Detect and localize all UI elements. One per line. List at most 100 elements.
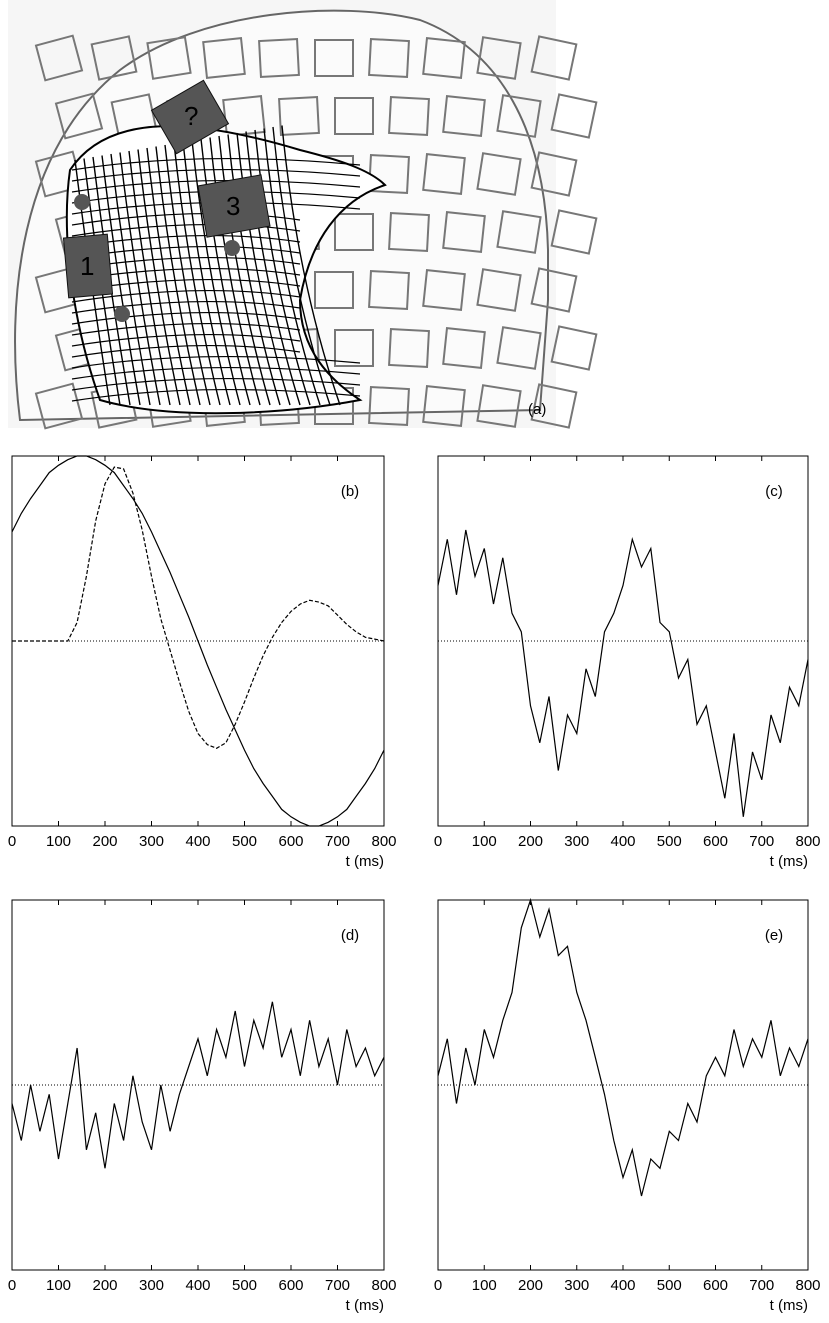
x-tick-label: 0 [434, 833, 442, 850]
mesh-line [71, 333, 301, 347]
x-tick-label: 200 [92, 1277, 117, 1294]
sensor [202, 37, 246, 79]
sensor [34, 382, 84, 430]
x-tick-label: 500 [657, 833, 682, 850]
sensor [530, 383, 578, 429]
sensor [334, 213, 374, 251]
sensor [314, 39, 354, 77]
mesh-line [71, 344, 301, 358]
mesh-line [71, 366, 361, 380]
x-tick-label: 0 [8, 833, 16, 850]
mesh-line [272, 126, 331, 406]
x-tick-label: 500 [232, 1277, 257, 1294]
x-tick-label: 600 [703, 833, 728, 850]
mesh-line [101, 155, 141, 406]
patch-label: 3 [226, 191, 240, 221]
x-tick-label: 200 [518, 833, 543, 850]
sensor [258, 37, 300, 79]
x-tick-label: 300 [564, 833, 589, 850]
dipole-patch [150, 79, 230, 155]
mesh-line [155, 146, 201, 406]
x-tick-label: 800 [371, 833, 396, 850]
x-tick-label: 600 [703, 1277, 728, 1294]
data-line [12, 466, 385, 749]
x-axis-label: t (ms) [770, 853, 808, 870]
sensor [550, 93, 598, 139]
sensor [476, 268, 522, 312]
dipole-patch [62, 233, 114, 299]
sensor [388, 327, 430, 369]
sensor [550, 209, 598, 255]
sensor [476, 384, 522, 428]
sensor [334, 97, 374, 135]
sensor [530, 151, 578, 197]
mesh-line [245, 131, 301, 406]
mesh-line [71, 355, 361, 369]
mesh-line [164, 144, 211, 406]
x-tick-label: 100 [46, 833, 71, 850]
sensor [476, 36, 522, 80]
sensor [422, 269, 466, 311]
x-tick-label: 500 [657, 1277, 682, 1294]
x-tick-label: 100 [46, 1277, 71, 1294]
mesh-line [71, 311, 301, 325]
data-line [437, 529, 809, 817]
x-tick-label: 100 [472, 833, 497, 850]
x-tick-label: 300 [139, 1277, 164, 1294]
sensor [368, 269, 410, 311]
sensor [368, 37, 410, 79]
mesh-line [71, 300, 301, 314]
x-tick-label: 100 [472, 1277, 497, 1294]
dipole-patch [197, 174, 271, 238]
sensor [54, 92, 104, 140]
x-tick-label: 700 [749, 1277, 774, 1294]
plot-frame [437, 899, 809, 1271]
sensor [496, 94, 542, 138]
mesh-line [209, 137, 261, 406]
patch-label: ? [184, 101, 198, 131]
panel-label: (d) [341, 927, 359, 944]
x-tick-label: 800 [795, 1277, 820, 1294]
mesh-line [218, 135, 271, 406]
mesh-line [71, 212, 301, 226]
mesh-line [71, 289, 301, 303]
mesh-line [110, 153, 151, 406]
data-line [11, 1001, 385, 1169]
mesh-line [173, 143, 221, 406]
x-tick-label: 800 [371, 1277, 396, 1294]
x-tick-label: 0 [8, 1277, 16, 1294]
mesh-line [71, 179, 361, 193]
mesh-line [71, 168, 361, 182]
x-tick-label: 600 [278, 833, 303, 850]
sensor [442, 95, 486, 137]
mesh-line [119, 152, 161, 406]
sensor [278, 95, 320, 137]
mesh-line [128, 150, 171, 406]
sensor [90, 35, 138, 81]
sensor-dot [224, 240, 240, 256]
sensor [476, 152, 522, 196]
sensor [368, 385, 410, 427]
x-tick-label: 200 [518, 1277, 543, 1294]
sensor [146, 36, 192, 80]
x-tick-label: 400 [185, 1277, 210, 1294]
mesh-line [71, 322, 301, 336]
sensor [314, 271, 354, 309]
sensor [496, 210, 542, 254]
sensor [34, 34, 84, 82]
mesh-line [227, 134, 281, 406]
x-tick-label: 400 [185, 833, 210, 850]
sensor-dot [114, 306, 130, 322]
panel-label: (a) [528, 401, 546, 418]
x-tick-label: 0 [434, 1277, 442, 1294]
x-tick-label: 700 [749, 833, 774, 850]
x-tick-label: 800 [795, 833, 820, 850]
sensor [422, 385, 466, 427]
sensor [496, 326, 542, 370]
panel-label: (c) [765, 483, 783, 500]
x-tick-label: 400 [610, 833, 635, 850]
x-tick-label: 700 [325, 1277, 350, 1294]
x-axis-label: t (ms) [346, 853, 384, 870]
data-line [437, 897, 809, 1197]
